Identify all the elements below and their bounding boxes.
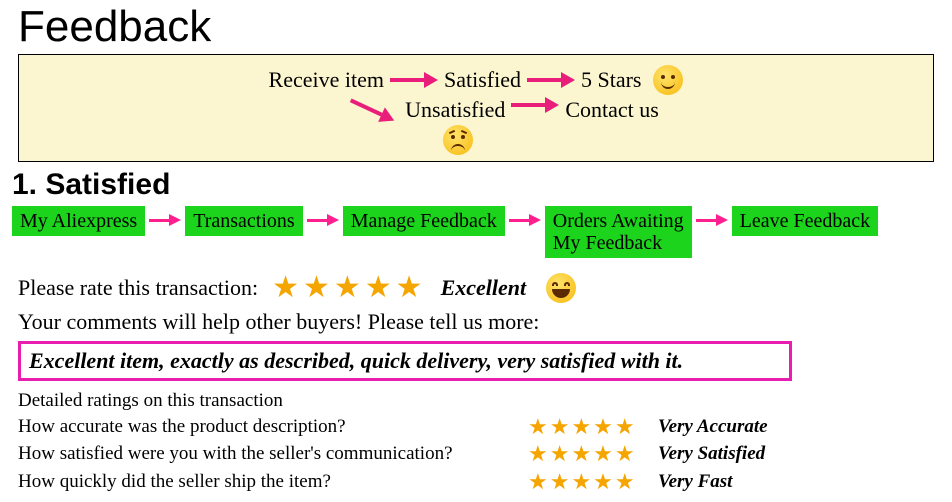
rating-label-accuracy: Very Accurate xyxy=(658,415,952,439)
rate-word-excellent: Excellent xyxy=(441,275,527,301)
arrow-right-icon xyxy=(511,97,559,113)
feedback-message-box: Excellent item, exactly as described, qu… xyxy=(18,341,792,381)
sad-face-icon xyxy=(443,125,473,155)
step-my-aliexpress: My Aliexpress xyxy=(12,206,145,236)
rate-prompt: Please rate this transaction: xyxy=(18,275,258,301)
comments-prompt: Your comments will help other buyers! Pl… xyxy=(0,307,952,337)
smile-face-icon xyxy=(653,65,683,95)
arrow-right-icon xyxy=(307,214,339,226)
five-stars-icon: ★★★★★ xyxy=(272,270,426,305)
step-manage-feedback: Manage Feedback xyxy=(343,206,505,236)
rating-label-shipping: Very Fast xyxy=(658,470,952,494)
arrow-diagonal-icon xyxy=(347,93,397,128)
rating-stars-shipping: ★★★★★ xyxy=(528,468,658,496)
rating-label-communication: Very Satisfied xyxy=(658,442,952,466)
section-1-heading: 1. Satisfied xyxy=(0,166,952,206)
arrow-right-icon xyxy=(696,214,728,226)
flow-receive-label: Receive item xyxy=(269,67,384,93)
rate-line: Please rate this transaction: ★★★★★ Exce… xyxy=(0,268,952,307)
detailed-ratings-heading: Detailed ratings on this transaction xyxy=(18,389,952,413)
step-leave-feedback: Leave Feedback xyxy=(732,206,878,236)
arrow-right-icon xyxy=(390,72,438,88)
flow-5stars-label: 5 Stars xyxy=(581,67,642,93)
flow-unsatisfied-group: Unsatisfied xyxy=(405,97,505,155)
flow-contact-label: Contact us xyxy=(565,97,659,123)
step-transactions: Transactions xyxy=(185,206,302,236)
step-orders-awaiting: Orders Awaiting My Feedback xyxy=(545,206,692,258)
rating-stars-communication: ★★★★★ xyxy=(528,440,658,468)
rating-stars-accuracy: ★★★★★ xyxy=(528,413,658,441)
green-step-flow: My Aliexpress Transactions Manage Feedba… xyxy=(0,206,952,268)
arrow-right-icon xyxy=(149,214,181,226)
detailed-ratings-block: Detailed ratings on this transaction How… xyxy=(0,387,952,495)
rating-q-accuracy: How accurate was the product description… xyxy=(18,415,528,439)
arrow-right-icon xyxy=(509,214,541,226)
arrow-right-icon xyxy=(527,72,575,88)
flow-satisfied-label: Satisfied xyxy=(444,67,521,93)
top-flow-box: Receive item Satisfied 5 Stars Unsatisfi… xyxy=(18,54,934,162)
flow-unsatisfied-label: Unsatisfied xyxy=(405,97,505,123)
happy-face-icon xyxy=(546,273,576,303)
rating-q-communication: How satisfied were you with the seller's… xyxy=(18,442,528,466)
rating-q-shipping: How quickly did the seller ship the item… xyxy=(18,470,528,494)
page-title: Feedback xyxy=(0,0,952,54)
comments-prompt-label: Your comments will help other buyers! Pl… xyxy=(18,309,539,335)
